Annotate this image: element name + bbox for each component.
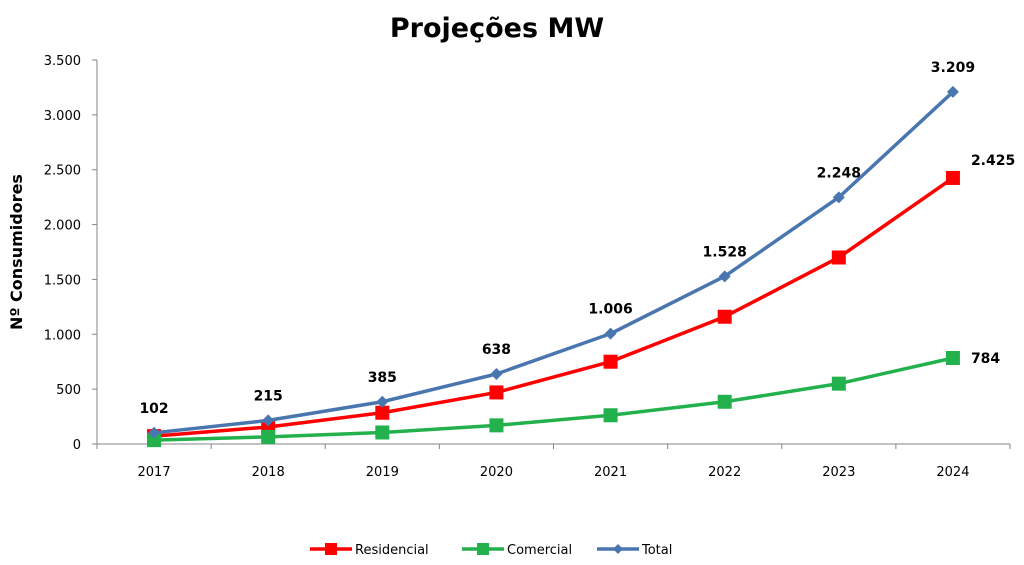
y-tick-label: 0: [73, 438, 81, 453]
point-comercial: [831, 376, 846, 391]
x-tick-label: 2024: [936, 465, 969, 480]
point-residencial: [489, 385, 504, 400]
data-label-total: 3.209: [931, 60, 975, 76]
x-tick-label: 2023: [822, 465, 855, 480]
y-tick-label: 1.000: [44, 328, 81, 343]
y-tick-label: 2.000: [44, 219, 81, 234]
series-line-total: [153, 90, 955, 435]
x-tick-label: 2018: [252, 465, 285, 480]
point-total: [376, 395, 389, 408]
x-tick-label: 2019: [366, 465, 399, 480]
point-total: [490, 368, 503, 381]
point-total: [262, 414, 275, 427]
x-tick-label: 2022: [708, 465, 741, 480]
x-ticks: 2017 2018 2019 2020 2021 2022 2023 2024: [96, 444, 1011, 480]
data-label-total: 1.528: [703, 244, 747, 260]
x-tick-label: 2017: [138, 465, 171, 480]
legend-label-comercial: Comercial: [507, 543, 572, 558]
x-tick-label: 2020: [480, 465, 513, 480]
point-residencial: [717, 309, 732, 324]
data-label-total: 2.248: [817, 165, 861, 181]
series-line-residencial: [153, 176, 954, 438]
point-residencial: [375, 405, 390, 420]
series-layer: [147, 85, 960, 448]
y-tick-label: 2.500: [44, 164, 81, 179]
point-residencial: [603, 354, 618, 369]
point-total: [718, 270, 731, 283]
point-comercial: [717, 394, 732, 409]
point-comercial: [945, 350, 960, 365]
chart-title: Projeções MW: [390, 13, 604, 44]
y-tick-label: 3.500: [44, 54, 81, 69]
y-axis-label: Nº Consumidores: [7, 174, 26, 330]
point-total: [148, 426, 161, 439]
legend-label-total: Total: [641, 543, 672, 558]
point-comercial: [375, 425, 390, 440]
y-tick-label: 3.000: [44, 109, 81, 124]
data-label-total: 1.006: [588, 302, 632, 318]
legend: Residencial Comercial Total: [310, 543, 672, 558]
point-comercial: [489, 418, 504, 433]
data-labels: 2.425 784 102 215 385 638 1.006 1.528 2.248 3.209: [139, 60, 1015, 417]
data-label-total: 385: [368, 370, 397, 386]
point-total: [604, 327, 617, 340]
data-label-total: 215: [254, 388, 283, 404]
legend-marker-total: [613, 544, 623, 554]
point-comercial: [603, 408, 618, 423]
legend-marker-residencial: [325, 543, 337, 555]
data-label-comercial: 784: [971, 351, 1000, 367]
point-comercial: [147, 433, 162, 448]
data-label-residencial: 2.425: [971, 153, 1015, 169]
legend-marker-comercial: [477, 543, 489, 555]
data-label-total: 638: [482, 342, 511, 358]
point-residencial: [831, 250, 846, 265]
y-tick-label: 500: [56, 383, 81, 398]
point-total: [832, 191, 845, 204]
series-line-comercial: [154, 356, 954, 442]
point-total: [946, 85, 959, 98]
legend-label-residencial: Residencial: [355, 543, 429, 558]
point-comercial: [261, 429, 276, 444]
y-ticks: 0 500 1.000 1.500 2.000 2.500 3.000 3.500: [44, 54, 97, 453]
x-tick-label: 2021: [594, 465, 627, 480]
point-residencial: [945, 170, 960, 185]
y-tick-label: 1.500: [44, 273, 81, 288]
data-label-total: 102: [139, 401, 168, 417]
